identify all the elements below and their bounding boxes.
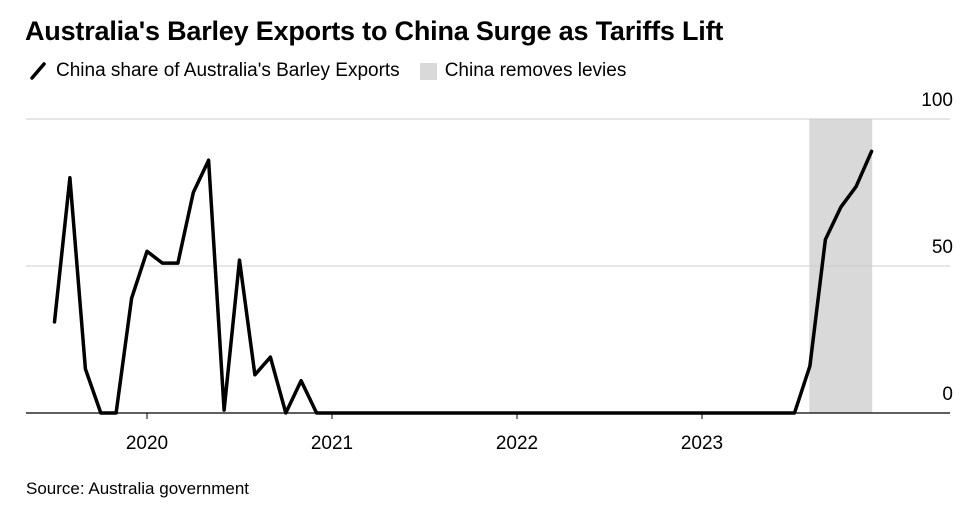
legend: China share of Australia's Barley Export… [27, 60, 646, 82]
series-line-china-share [52, 149, 874, 415]
x-tick-label-2023: 2023 [681, 433, 723, 454]
legend-item-share: China share of Australia's Barley Export… [27, 60, 400, 82]
y-tick-label-50: 50 [932, 237, 953, 258]
legend-label-levies: China removes levies [444, 60, 627, 81]
legend-item-levies: China removes levies [419, 60, 627, 82]
x-tick-label-2021: 2021 [311, 433, 353, 454]
chart-plot: 0 50 100 2020 2021 2022 2023 [26, 90, 953, 454]
y-tick-label-0: 0 [942, 384, 953, 405]
x-tick-label-2022: 2022 [496, 433, 538, 454]
x-tick-label-2020: 2020 [126, 433, 168, 454]
shade-swatch-icon [419, 62, 437, 80]
legend-label-share: China share of Australia's Barley Export… [56, 60, 400, 81]
chart-title: Australia's Barley Exports to China Surg… [25, 16, 724, 46]
y-tick-label-100: 100 [921, 90, 953, 111]
source-note: Source: Australia government [26, 479, 250, 498]
line-swatch-icon [30, 62, 46, 80]
